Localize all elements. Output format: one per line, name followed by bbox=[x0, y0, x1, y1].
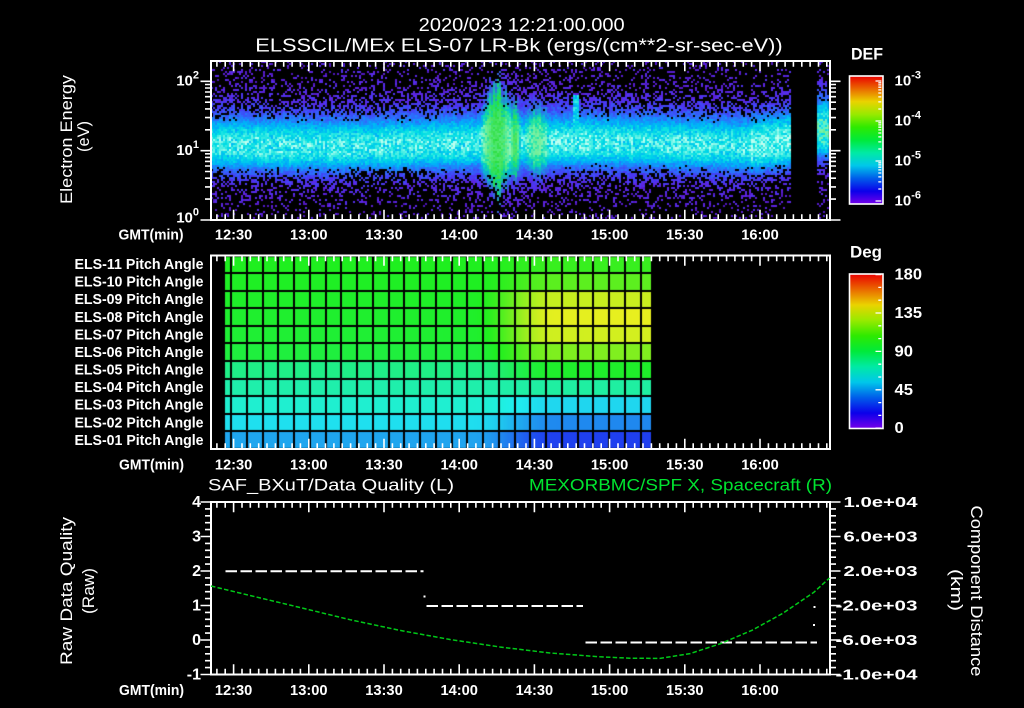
svg-text:2: 2 bbox=[192, 563, 201, 580]
svg-text:0: 0 bbox=[192, 632, 201, 649]
svg-text:10-4: 10-4 bbox=[895, 110, 922, 130]
svg-text:13:00: 13:00 bbox=[290, 227, 328, 244]
svg-text:14:30: 14:30 bbox=[516, 457, 554, 474]
svg-text:-1.0e+04: -1.0e+04 bbox=[836, 667, 919, 684]
svg-text:135: 135 bbox=[895, 305, 923, 322]
svg-text:4: 4 bbox=[192, 494, 201, 511]
svg-text:ELSSCIL/MEx ELS-07 LR-Bk (erg: ELSSCIL/MEx ELS-07 LR-Bk (ergs/(cm**2-sr… bbox=[255, 36, 782, 56]
svg-text:ELS-10 Pitch Angle: ELS-10 Pitch Angle bbox=[75, 274, 204, 291]
svg-text:(km): (km) bbox=[947, 569, 966, 611]
svg-text:GMT(min): GMT(min) bbox=[119, 682, 184, 699]
svg-text:2.0e+03: 2.0e+03 bbox=[844, 563, 918, 580]
svg-text:ELS-02 Pitch Angle: ELS-02 Pitch Angle bbox=[75, 414, 204, 431]
svg-text:14:30: 14:30 bbox=[516, 682, 554, 699]
svg-text:13:00: 13:00 bbox=[290, 457, 328, 474]
svg-text:GMT(min): GMT(min) bbox=[119, 457, 184, 474]
svg-text:13:30: 13:30 bbox=[365, 227, 403, 244]
svg-text:90: 90 bbox=[895, 343, 914, 360]
svg-text:10-6: 10-6 bbox=[895, 190, 921, 210]
svg-text:-1: -1 bbox=[187, 667, 201, 684]
svg-text:1: 1 bbox=[192, 598, 201, 615]
svg-text:ELS-04 Pitch Angle: ELS-04 Pitch Angle bbox=[75, 379, 204, 396]
svg-text:15:00: 15:00 bbox=[591, 682, 629, 699]
svg-text:ELS-01 Pitch Angle: ELS-01 Pitch Angle bbox=[75, 432, 204, 449]
svg-text:3: 3 bbox=[192, 529, 201, 546]
svg-text:12:30: 12:30 bbox=[215, 457, 253, 474]
svg-text:100: 100 bbox=[176, 207, 199, 227]
svg-text:15:30: 15:30 bbox=[666, 457, 704, 474]
svg-text:15:30: 15:30 bbox=[666, 227, 704, 244]
svg-text:-2.0e+03: -2.0e+03 bbox=[836, 598, 918, 615]
svg-text:14:00: 14:00 bbox=[440, 457, 478, 474]
svg-text:GMT(min): GMT(min) bbox=[119, 227, 184, 244]
svg-text:180: 180 bbox=[895, 267, 923, 284]
svg-text:ELS-11 Pitch Angle: ELS-11 Pitch Angle bbox=[75, 256, 204, 273]
svg-text:1.0e+04: 1.0e+04 bbox=[844, 494, 919, 511]
svg-text:Raw Data Quality: Raw Data Quality bbox=[57, 516, 76, 665]
svg-text:ELS-03 Pitch Angle: ELS-03 Pitch Angle bbox=[75, 397, 204, 414]
svg-text:DEF: DEF bbox=[851, 45, 883, 64]
svg-text:45: 45 bbox=[895, 382, 914, 399]
svg-text:102: 102 bbox=[176, 69, 199, 89]
svg-text:101: 101 bbox=[176, 139, 199, 159]
svg-text:MEXORBMC/SPF X, Spacecraft (R): MEXORBMC/SPF X, Spacecraft (R) bbox=[529, 476, 832, 495]
svg-text:(eV): (eV) bbox=[74, 121, 93, 152]
svg-text:16:00: 16:00 bbox=[741, 457, 779, 474]
svg-text:14:00: 14:00 bbox=[440, 227, 478, 244]
svg-text:2020/023 12:21:00.000: 2020/023 12:21:00.000 bbox=[419, 15, 625, 35]
svg-text:(Raw): (Raw) bbox=[79, 568, 98, 614]
svg-text:ELS-06 Pitch Angle: ELS-06 Pitch Angle bbox=[75, 344, 204, 361]
svg-text:Component Distance: Component Distance bbox=[967, 506, 986, 677]
svg-text:16:00: 16:00 bbox=[741, 227, 779, 244]
svg-text:16:00: 16:00 bbox=[741, 682, 779, 699]
svg-text:14:00: 14:00 bbox=[440, 682, 478, 699]
svg-text:13:30: 13:30 bbox=[365, 682, 403, 699]
svg-text:ELS-08 Pitch Angle: ELS-08 Pitch Angle bbox=[75, 309, 204, 326]
svg-text:15:30: 15:30 bbox=[666, 682, 704, 699]
svg-text:14:30: 14:30 bbox=[516, 227, 554, 244]
svg-text:13:00: 13:00 bbox=[290, 682, 328, 699]
svg-text:ELS-05 Pitch Angle: ELS-05 Pitch Angle bbox=[75, 362, 204, 379]
svg-text:ELS-09 Pitch Angle: ELS-09 Pitch Angle bbox=[75, 291, 204, 308]
svg-text:12:30: 12:30 bbox=[215, 682, 253, 699]
svg-text:10-3: 10-3 bbox=[895, 70, 921, 90]
svg-text:Deg: Deg bbox=[850, 243, 882, 262]
svg-text:12:30: 12:30 bbox=[215, 227, 253, 244]
svg-text:ELS-07 Pitch Angle: ELS-07 Pitch Angle bbox=[75, 326, 204, 343]
svg-text:-6.0e+03: -6.0e+03 bbox=[836, 632, 918, 649]
svg-text:15:00: 15:00 bbox=[591, 227, 629, 244]
svg-text:0: 0 bbox=[895, 420, 904, 437]
svg-text:10-5: 10-5 bbox=[895, 150, 921, 170]
svg-text:15:00: 15:00 bbox=[591, 457, 629, 474]
svg-text:SAF_BXuT/Data Quality (L): SAF_BXuT/Data Quality (L) bbox=[208, 476, 454, 495]
svg-text:Electron Energy: Electron Energy bbox=[57, 74, 76, 204]
svg-text:6.0e+03: 6.0e+03 bbox=[844, 529, 918, 546]
svg-text:13:30: 13:30 bbox=[365, 457, 403, 474]
